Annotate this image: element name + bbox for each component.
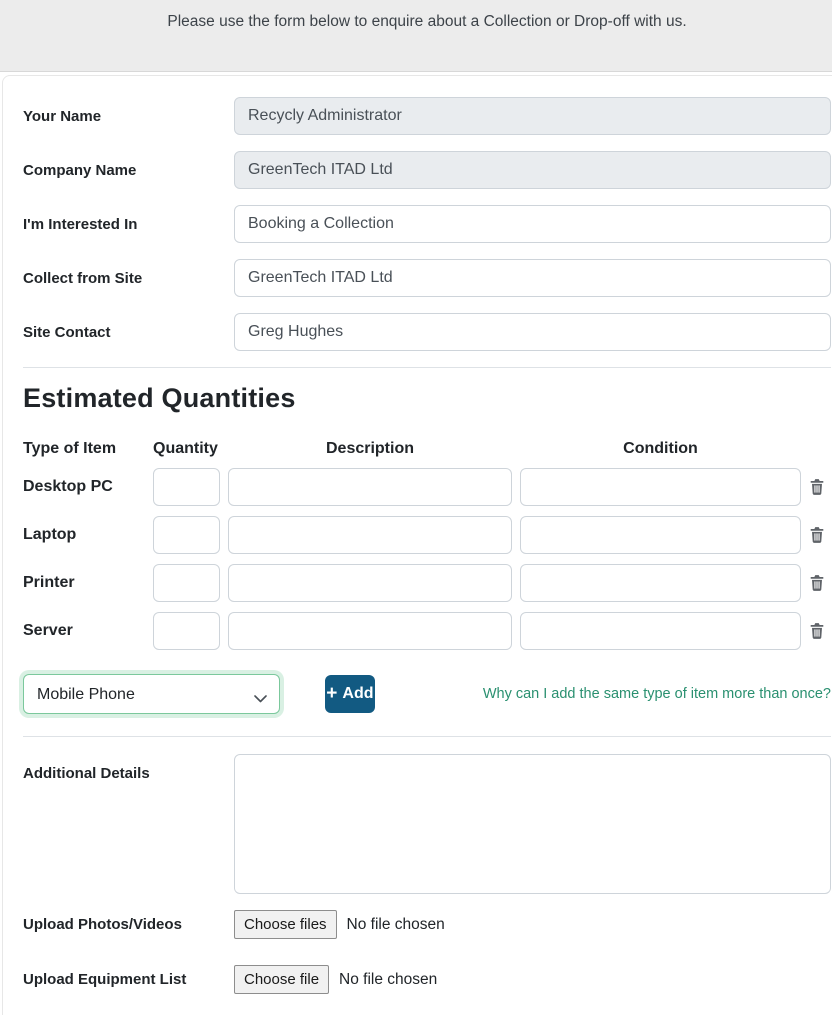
quantities-row-server: Server: [23, 612, 831, 650]
equipment-file-status: No file chosen: [339, 970, 438, 988]
field-row-collect-from-site: Collect from Site: [23, 259, 831, 297]
server-quantity-input[interactable]: [153, 612, 220, 650]
server-condition-input[interactable]: [520, 612, 801, 650]
banner: Please use the form below to enquire abo…: [0, 0, 832, 72]
choose-files-button[interactable]: Choose files: [234, 910, 337, 939]
desktop-pc-condition-input[interactable]: [520, 468, 801, 506]
trash-icon: [810, 575, 824, 594]
additional-details-row: Additional Details: [23, 754, 831, 894]
printer-condition-input[interactable]: [520, 564, 801, 602]
field-row-company-name: Company Name: [23, 151, 831, 189]
interested-in-input[interactable]: [234, 205, 831, 243]
add-item-row: Mobile Phone + Add Why can I add the sam…: [23, 674, 831, 714]
printer-quantity-input[interactable]: [153, 564, 220, 602]
site-contact-input[interactable]: [234, 313, 831, 351]
row-item-label: Laptop: [23, 526, 77, 543]
printer-delete-button[interactable]: [808, 573, 826, 593]
additional-details-label: Additional Details: [23, 765, 150, 782]
quantities-table-header: Type of Item Quantity Description Condit…: [23, 440, 831, 458]
trash-icon: [810, 527, 824, 546]
collect-from-site-label: Collect from Site: [23, 269, 143, 287]
item-type-select-wrap: Mobile Phone: [23, 674, 280, 714]
interested-in-label: I'm Interested In: [23, 215, 138, 233]
desktop-pc-delete-button[interactable]: [808, 477, 826, 497]
field-row-interested-in: I'm Interested In: [23, 205, 831, 243]
your-name-label: Your Name: [23, 107, 102, 125]
header-type-of-item: Type of Item: [23, 440, 117, 457]
quantities-row-desktop-pc: Desktop PC: [23, 468, 831, 506]
estimated-quantities-heading: Estimated Quantities: [23, 383, 296, 413]
company-name-input: [234, 151, 831, 189]
banner-text: Please use the form below to enquire abo…: [167, 13, 687, 30]
collect-from-site-input[interactable]: [234, 259, 831, 297]
header-description: Description: [325, 440, 414, 457]
bottom-divider: [23, 736, 831, 737]
header-quantity: Quantity: [153, 440, 218, 457]
row-item-label: Desktop PC: [23, 478, 113, 495]
laptop-condition-input[interactable]: [520, 516, 801, 554]
row-item-label: Printer: [23, 574, 75, 591]
choose-file-button[interactable]: Choose file: [234, 965, 330, 994]
quantities-row-printer: Printer: [23, 564, 831, 602]
desktop-pc-quantity-input[interactable]: [153, 468, 220, 506]
laptop-delete-button[interactable]: [808, 525, 826, 545]
row-item-label: Server: [23, 622, 73, 639]
same-item-help-link[interactable]: Why can I add the same type of item more…: [482, 686, 831, 702]
your-name-input: [234, 97, 831, 135]
add-button-label: Add: [342, 685, 374, 702]
add-item-button[interactable]: + Add: [325, 675, 375, 713]
company-name-label: Company Name: [23, 161, 137, 179]
trash-icon: [810, 479, 824, 498]
field-row-site-contact: Site Contact: [23, 313, 831, 351]
printer-description-input[interactable]: [228, 564, 512, 602]
field-row-your-name: Your Name: [23, 97, 831, 135]
photos-file-status: No file chosen: [346, 915, 445, 933]
laptop-quantity-input[interactable]: [153, 516, 220, 554]
quantities-row-laptop: Laptop: [23, 516, 831, 554]
trash-icon: [810, 623, 824, 642]
upload-equipment-label: Upload Equipment List: [23, 971, 187, 988]
upload-photos-label: Upload Photos/Videos: [23, 916, 182, 933]
site-contact-label: Site Contact: [23, 323, 111, 341]
additional-details-textarea[interactable]: [234, 754, 831, 894]
laptop-description-input[interactable]: [228, 516, 512, 554]
section-divider: [23, 367, 831, 368]
plus-icon: +: [326, 682, 338, 704]
server-delete-button[interactable]: [808, 621, 826, 641]
server-description-input[interactable]: [228, 612, 512, 650]
desktop-pc-description-input[interactable]: [228, 468, 512, 506]
item-type-select[interactable]: Mobile Phone: [23, 674, 280, 714]
enquiry-form-card: Your Name Company Name I'm Interested In…: [2, 75, 832, 1015]
upload-equipment-row: Upload Equipment List Choose file No fil…: [23, 965, 831, 994]
header-condition: Condition: [623, 440, 698, 457]
upload-photos-row: Upload Photos/Videos Choose files No fil…: [23, 910, 831, 939]
